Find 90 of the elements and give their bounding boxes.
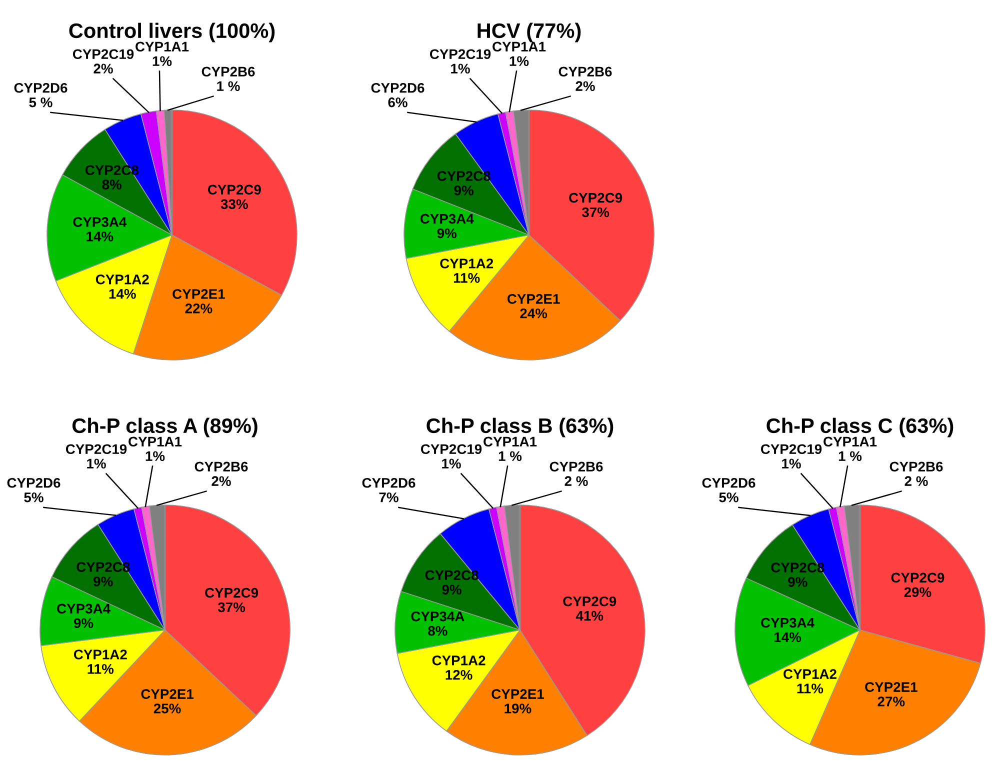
data-label: 9%	[442, 584, 462, 595]
slice-label: CYP1A2	[432, 656, 486, 666]
slice-label: CYP2C19	[760, 444, 822, 454]
data-label: 2 %	[564, 476, 588, 486]
data-label: 19%	[504, 704, 532, 714]
data-label: 9%	[74, 618, 94, 628]
data-label: 1 %	[498, 451, 522, 461]
slice-label: CYP2D6	[702, 478, 756, 488]
slice-label: CYP2C19	[420, 444, 482, 454]
slice-label: CYP2C19	[66, 444, 127, 454]
slice-label: CYP3A4	[761, 618, 814, 628]
slice-label: CYP2D6	[371, 82, 424, 93]
data-label: 11%	[88, 664, 114, 674]
slice-label: CYP1A2	[784, 669, 836, 679]
data-label: 29%	[904, 587, 932, 598]
slice-label: CYP3A4	[420, 214, 474, 224]
data-label: 25%	[154, 704, 181, 714]
data-label: 2%	[94, 64, 113, 74]
slice-label: CYP2B6	[550, 462, 603, 472]
data-label: 8%	[102, 180, 122, 190]
slice-label: CYP2E1	[492, 689, 544, 699]
chart-title: Ch-P class C (63%)	[766, 418, 954, 438]
slice-label: CYP2B6	[890, 462, 943, 472]
data-label: 1%	[451, 64, 470, 74]
slice-label: CYP2B6	[202, 66, 255, 77]
slice-label: CYP2B6	[194, 462, 248, 472]
slice-label: CYP2E1	[141, 689, 194, 699]
data-label: 22%	[185, 304, 212, 314]
data-label: 1%	[152, 56, 172, 66]
data-label: 9%	[454, 186, 474, 196]
data-label: 11%	[454, 273, 480, 283]
slice-label: CYP34A	[411, 611, 464, 622]
slice-label: CYP2B6	[558, 66, 612, 77]
data-label: 5%	[719, 492, 738, 502]
slice-label: CYP2C9	[205, 588, 258, 598]
data-label: 9%	[94, 576, 113, 586]
chart-title: HCV (77%)	[478, 22, 581, 42]
slice-label: CYP2E1	[172, 289, 225, 299]
slice-label: CYP1A1	[492, 42, 546, 52]
slice-label: CYP1A2	[440, 258, 494, 268]
slice-label: CYP3A4	[57, 604, 110, 614]
slice-label: CYP1A1	[824, 436, 877, 447]
chart-title: Control livers (100%)	[69, 22, 275, 42]
slice-label: CYP2C19	[72, 49, 134, 60]
data-label: 9%	[437, 228, 457, 238]
data-label: 1%	[87, 458, 106, 468]
slice-label: CYP2E1	[865, 682, 918, 692]
data-label: 27%	[878, 696, 905, 706]
data-label: 2 %	[904, 476, 928, 486]
slice-label: CYP2C9	[891, 572, 944, 583]
slice-label: CYP2D6	[362, 478, 416, 488]
slice-label: CYP2C19	[430, 49, 491, 60]
slice-label: CYP1A2	[96, 274, 149, 284]
data-label: 14%	[774, 632, 802, 642]
data-label: 2%	[212, 476, 231, 486]
data-label: 9%	[788, 577, 808, 587]
slice-label: CYP2D6	[14, 82, 68, 93]
slice-label: CYP2C9	[208, 184, 261, 195]
data-label: 37%	[582, 207, 610, 218]
slice-label: CYP2E1	[507, 294, 560, 304]
data-label: 33%	[220, 199, 248, 210]
data-label: 1%	[510, 56, 529, 66]
data-label: 6%	[388, 97, 408, 108]
slice-label: CYP1A1	[136, 42, 189, 52]
chart-title: Ch-P class A (89%)	[72, 418, 258, 438]
slice-label: CYP1A1	[128, 436, 182, 447]
data-label: 11%	[797, 684, 824, 694]
data-label: 1%	[442, 458, 461, 468]
slice-label: CYP1A1	[484, 436, 537, 447]
data-label: 1%	[782, 458, 801, 468]
data-label: 14%	[86, 232, 114, 242]
data-label: 1%	[146, 451, 165, 461]
data-label: 24%	[520, 308, 548, 318]
chart-title: Ch-P class B (63%)	[426, 418, 614, 438]
slice-label: CYP2C9	[569, 192, 622, 203]
slice-label: CYP2C9	[563, 596, 616, 606]
data-label: 37%	[218, 602, 246, 612]
data-label: 41%	[576, 610, 604, 621]
data-label: 7%	[379, 492, 398, 502]
data-label: 14%	[109, 289, 136, 299]
slice-label: CYP3A4	[73, 217, 127, 227]
slice-label: CYP1A2	[74, 650, 127, 660]
data-label: 1 %	[838, 451, 862, 461]
data-label: 1 %	[217, 81, 240, 91]
data-label: 8%	[428, 626, 448, 636]
data-label: 5 %	[29, 97, 52, 108]
slice-label: CYP2D6	[7, 478, 60, 488]
data-label: 5%	[24, 492, 44, 502]
data-label: 12%	[446, 670, 472, 680]
data-label: 2%	[576, 81, 595, 91]
